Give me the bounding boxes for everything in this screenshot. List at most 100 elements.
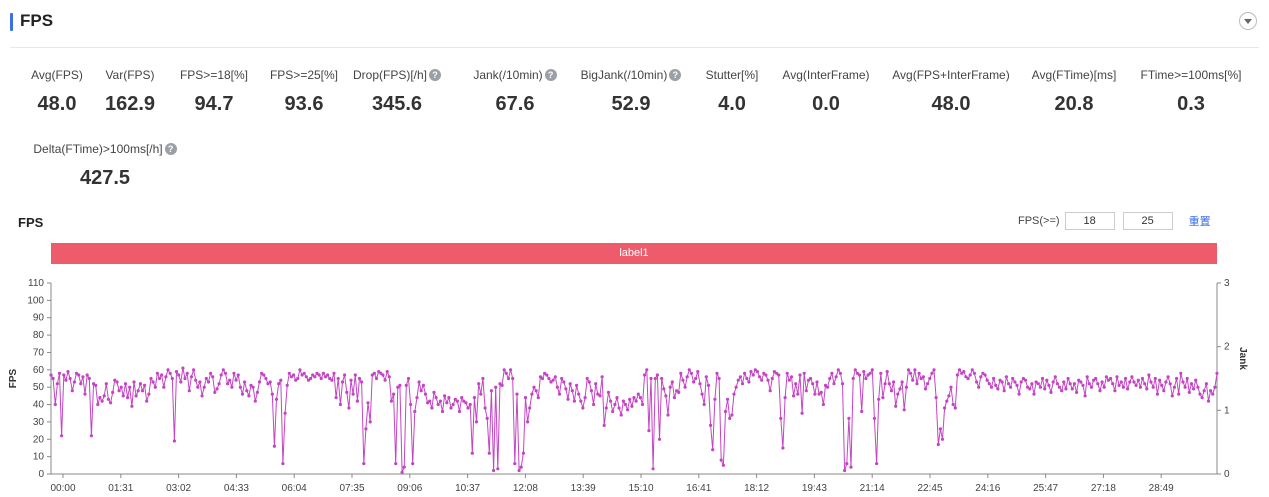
fps-data-point [838,371,843,375]
fps-data-point [887,382,891,386]
fps-data-point [1100,380,1104,384]
fps-data-point [187,389,191,393]
x-tick-label: 00:00 [50,483,75,494]
fps-data-point [398,383,402,387]
fps-data-point [104,382,108,386]
fps-data-point [540,376,545,381]
help-icon[interactable]: ? [164,143,177,155]
metric-label: Delta(FTime)>100ms[/h]? [25,141,185,157]
fps-data-point [455,399,459,403]
fps-data-point [881,396,885,400]
fps-data-point [1043,387,1047,391]
fps-data-point [928,376,932,381]
fps-data-point [889,389,894,393]
metric-label: Avg(FPS+InterFrame) [871,67,1031,83]
help-icon[interactable]: ? [669,69,682,81]
fps-data-point [1138,385,1142,389]
fps-data-point [702,402,706,407]
fps-data-point [840,382,845,386]
fps-data-point [432,390,436,394]
fps-data-point [670,380,674,384]
fps-data-point [870,368,874,372]
fps-data-point [745,376,749,381]
fps-data-point [353,373,357,377]
fps-data-point [451,402,455,407]
fps-data-point [166,368,170,372]
fps-data-point [1115,375,1119,379]
help-icon[interactable]: ? [544,69,557,81]
metric-label-text: FTime>=100ms[%] [1140,68,1242,82]
fps-data-point [930,371,934,375]
fps-data-point [1117,383,1121,387]
fps-data-point [638,396,643,400]
fps-data-point [753,368,757,372]
fps-data-point [274,397,279,401]
fps-data-point [236,373,240,377]
fps-data-point [185,371,189,375]
fps-data-point [304,375,308,379]
fps-data-point [487,451,491,455]
fps-data-point [957,368,962,372]
fps-data-point [117,389,121,393]
fps-threshold-input-2[interactable]: 25 [1122,212,1173,230]
fps-data-point [217,382,221,386]
fps-data-point [1151,385,1155,389]
fps-series-line [50,368,1218,473]
fps-data-point [547,376,551,381]
fps-data-point [1049,390,1053,394]
fps-data-point [811,382,815,386]
fps-data-point [530,392,534,396]
fps-data-point [553,375,557,379]
fps-data-point [119,385,123,389]
fps-data-point [1034,380,1038,384]
fps-data-point [511,376,515,381]
fps-line-chart: 0 10 20 30 40 50 60 70 80 90 100 110 0 1 2 3 00:00 01:31 0… [8,278,1248,494]
help-icon[interactable]: ? [429,69,441,81]
metric-card: Stutter[%] 4.0 [652,67,812,116]
fps-data-point [668,385,672,389]
fps-data-point [1123,376,1128,381]
fps-data-point [1062,380,1066,384]
fps-data-point [496,467,500,471]
metric-value: 67.6 [495,93,535,115]
fps-data-point [804,389,808,393]
fps-data-point [1209,389,1213,393]
metric-card: Avg(FPS+InterFrame) 48.0 [871,67,1031,116]
fps-data-point [1194,378,1198,382]
section-accent-bar [10,13,13,31]
metric-card: Var(FPS) 162.9 [50,67,210,116]
fps-data-point [232,371,236,375]
fps-data-point [857,373,862,377]
metric-label-text: FPS>=18[%] [179,68,249,82]
fps-data-point [283,411,287,415]
fps-data-point [664,394,668,398]
fps-data-point [802,371,806,375]
fps-data-point [328,376,332,381]
fps-data-point [728,416,732,420]
fps-data-point [434,396,438,400]
chevron-down-icon[interactable] [1239,12,1257,30]
fps-data-point [575,383,579,387]
x-tick-label: 04:33 [224,483,249,494]
fps-data-point [1113,389,1117,393]
fps-data-point [221,368,225,372]
fps-data-point [415,396,419,400]
fps-data-point [449,406,453,410]
fps-data-point [179,380,183,384]
fps-data-point [800,411,804,415]
x-tick-label: 01:31 [108,483,133,494]
label-band[interactable]: label1 [51,243,1217,264]
fps-data-point [349,378,353,382]
fps-data-point [987,382,991,386]
fps-threshold-input-1[interactable]: 18 [1064,212,1115,230]
reset-button[interactable]: 重置 [1188,216,1211,228]
metric-label-text: Drop(FPS)[/h] [352,68,427,82]
metric-label-text: BigJank(/10min) [580,68,668,82]
fps-data-point [730,413,734,417]
metric-label-text: Stutter[%] [705,68,759,82]
fps-data-point [1147,373,1151,377]
fps-data-point [996,387,1000,391]
fps-data-point [260,371,264,375]
fps-data-point [1136,378,1140,382]
fps-data-point [872,416,877,420]
